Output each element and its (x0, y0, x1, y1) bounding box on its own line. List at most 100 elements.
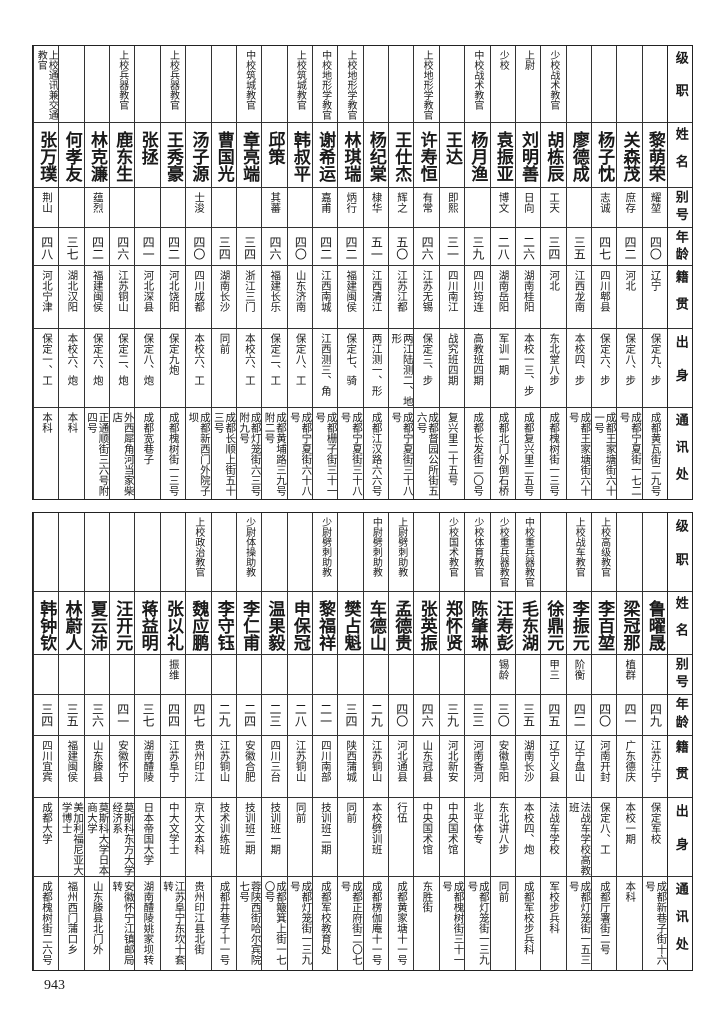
origin-text: 东北堂八步 (548, 333, 561, 386)
rank-text: 少校体育教官 (471, 517, 483, 577)
name-text: 黎萌荣 (644, 131, 665, 182)
name-cell: 李百堃 (591, 592, 617, 655)
origin-cell: 技术训练班 (211, 798, 236, 877)
table-row: 温果毅 二三 四川三台 技训班一期 成都簸箕上街一七〇号 (261, 513, 287, 970)
alias-cell (566, 188, 591, 228)
alias-cell (313, 655, 338, 695)
rank-cell: 上校地形学教官 (338, 46, 363, 123)
native-cell: 湖南长沙 (515, 736, 541, 798)
address-text: 成都黄家塘十一号 (396, 881, 408, 965)
rank-cell (262, 513, 287, 592)
age-text: 四七 (597, 236, 612, 260)
name-text: 章亮端 (239, 131, 260, 182)
age-text: 四七 (191, 703, 206, 727)
age-cell: 四一 (110, 695, 135, 736)
age-cell: 三七 (59, 228, 84, 266)
native-text: 湖南岳阳 (497, 270, 510, 312)
table-row: 张英振 四六 山东冠县 中央国术馆 东胜街 (413, 513, 439, 970)
rank-text: 上校兵器教官 (116, 50, 128, 110)
age-cell: 二九 (363, 695, 389, 736)
name-cell: 曹国光 (211, 123, 236, 188)
origin-cell: 同前 (211, 329, 236, 408)
address-cell: 成都槐树街一三号 (541, 408, 565, 499)
alias-text: 辉之 (396, 192, 408, 213)
age-cell: 二八 (287, 695, 312, 736)
native-text: 河北新安 (446, 740, 459, 782)
header-label: 出身 (672, 803, 688, 871)
address-text: 东胜街 (421, 881, 434, 913)
origin-cell: 京大文本科 (186, 798, 211, 877)
alias-cell (160, 188, 186, 228)
origin-cell: 保定军校 (642, 798, 668, 877)
age-text: 四二 (622, 236, 637, 260)
name-cell: 关森茂 (617, 123, 642, 188)
origin-cell: 战究班四期 (439, 329, 465, 408)
table-row: 杨纪棠 棣华 五一 江西清江 两江测一、形 成都江汉路六六号 (362, 46, 389, 499)
age-cell: 三九 (465, 228, 490, 266)
alias-text: 志诚 (598, 192, 611, 213)
origin-text: 保定七、骑 (345, 333, 358, 386)
origin-text: 军训一期 (497, 333, 510, 375)
native-text: 河南开封 (598, 740, 611, 782)
origin-cell: 技训班一期 (262, 798, 287, 877)
age-cell: 二八 (490, 228, 515, 266)
age-text: 四六 (420, 236, 435, 260)
address-cell: 成都黄瓦街二九号 (643, 408, 667, 499)
origin-cell: 美加利福尼亚大学博士 (59, 798, 84, 877)
address-cell: 成都宁夏街三十八号 (338, 408, 363, 499)
rank-cell: 少尉体操助教 (236, 513, 262, 592)
age-cell: 三五 (566, 228, 591, 266)
native-cell: 河北新安 (439, 736, 465, 798)
address-cell: 成都王家塘街六十一号 (592, 408, 616, 499)
address-cell: 湖南醴陵姚家坝转 (135, 877, 159, 970)
native-text: 湖南醴陵 (142, 740, 155, 782)
name-text: 谢希运 (315, 131, 336, 182)
address-text: 成都簸箕上街一七〇号 (263, 881, 287, 965)
name-text: 汪寿彭 (492, 600, 513, 651)
name-cell: 许寿恒 (414, 123, 439, 188)
roster-table-top: 级职 姓名 别号 年龄 籍贯 出身 通讯处 黎萌荣 耀堃 四〇 辽宁 保定九、步 成都黄瓦街二九号 关森茂… (32, 45, 693, 500)
address-text: 成都灯笼街一三九号 (288, 881, 312, 965)
age-text: 三五 (65, 703, 80, 727)
address-text: 同前 (497, 881, 510, 902)
origin-text: 中央国术馆 (421, 802, 434, 855)
age-text: 三四 (242, 236, 257, 260)
rank-cell: 少校 (490, 46, 515, 123)
native-cell: 江苏铜山 (110, 266, 135, 329)
alias-cell: 锡龄 (490, 655, 515, 695)
rank-text: 中校重兵器教官 (522, 517, 534, 587)
table-row: 王仕杰 辉之 五〇 江苏江都 两江陆测二、地形 成都宁夏街三十八号 (388, 46, 414, 499)
origin-cell: 日本帝国大学 (135, 798, 160, 877)
native-cell: 河北 (541, 266, 566, 329)
origin-cell: 本校一期 (617, 798, 642, 877)
origin-cell: 同前 (338, 798, 363, 877)
age-cell: 四九 (642, 695, 668, 736)
native-cell: 广东德庆 (617, 736, 642, 798)
address-text: 成都灯笼街六三号附九号 (238, 412, 262, 496)
native-cell: 江苏阜宁 (160, 736, 186, 798)
native-text: 湖南桂阳 (522, 270, 535, 312)
age-text: 二六 (521, 236, 536, 260)
origin-cell: 法战车学校 (541, 798, 566, 877)
header-column: 级职 姓名 别号 年龄 籍贯 出身 通讯处 (667, 513, 692, 970)
native-text: 河北饶阳 (167, 270, 180, 312)
alias-text: 即熙 (446, 192, 459, 213)
roster-table-bottom: 级职 姓名 别号 年龄 籍贯 出身 通讯处 鲁曜晟 四九 江苏江宁 保定军校 成都新巷子街十六号 梁冠那… (32, 512, 693, 971)
name-text: 李百堃 (594, 600, 615, 651)
age-text: 三四 (546, 236, 561, 260)
name-text: 郑怀贤 (441, 600, 462, 651)
native-text: 湖南长沙 (522, 740, 535, 782)
rank-cell (591, 46, 617, 123)
alias-text: 植群 (624, 659, 637, 680)
age-cell: 四〇 (389, 695, 414, 736)
origin-text: 保定三、步 (421, 333, 434, 386)
age-cell: 二九 (211, 695, 236, 736)
age-cell: 四六 (262, 228, 287, 266)
native-text: 江西南城 (319, 270, 332, 312)
alias-cell (389, 655, 414, 695)
alias-text: 阶衡 (573, 659, 586, 680)
native-text: 福建闽侯 (345, 270, 358, 312)
alias-cell (59, 655, 84, 695)
name-cell: 徐鼎元 (541, 592, 566, 655)
name-text: 张英振 (416, 600, 437, 651)
